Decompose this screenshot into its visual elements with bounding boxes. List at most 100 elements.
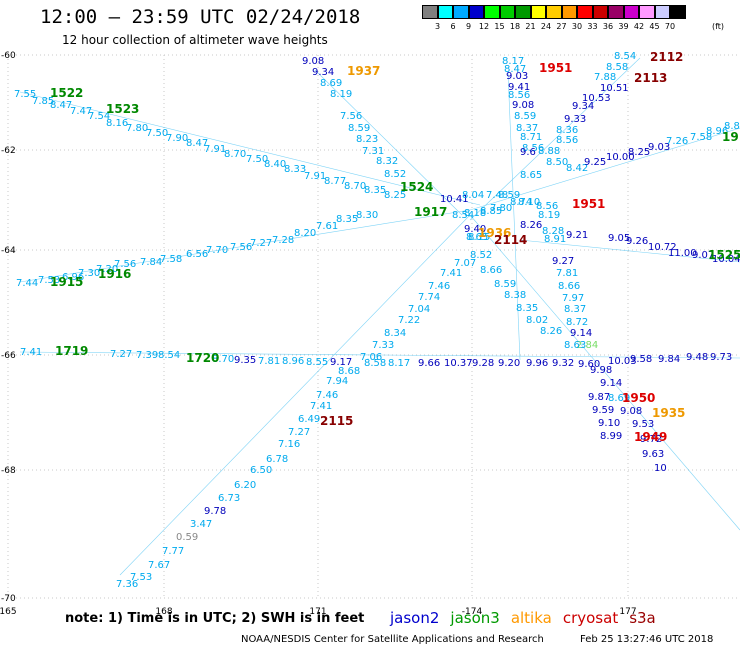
swh-reading: 8.25 [628,147,650,158]
pass-time-label: 2114 [494,233,527,247]
swh-reading: 8.56 [536,201,558,212]
swh-reading: 10.53 [582,93,611,104]
swh-reading: 8.18 [464,208,486,219]
pass-time-label: 1951 [539,61,572,75]
swh-reading: 8.20 [294,228,316,239]
swh-reading: 7.80 [126,123,148,134]
swh-reading: 8.72 [566,317,588,328]
swh-reading: 8.35 [364,185,386,196]
swh-reading: 9.59 [592,405,614,416]
pass-time-label: 1525 [708,248,740,262]
swh-reading: 9.58 [630,354,652,365]
swh-reading: 8.15 [468,232,490,243]
swh-reading: 7.81 [556,268,578,279]
swh-reading: 8.47 [504,64,526,75]
swh-reading: 7.54 [88,111,110,122]
swh-reading: 8.85 [480,206,502,217]
swh-reading: 11.00 [668,248,697,259]
color-bin-label: 21 [525,22,536,31]
color-bin-label: 39 [618,22,629,31]
pass-time-label: 1915 [50,275,83,289]
lat-label: -60 [1,51,16,61]
swh-reading: 7.94 [326,376,348,387]
swh-reading: 8.91 [544,234,566,245]
swh-reading: 3.47 [190,519,212,530]
color-bin-label: 70 [664,22,676,31]
color-bin [453,5,469,19]
swh-reading: 9.6 [520,147,536,158]
swh-reading: 8.10 [518,197,540,208]
swh-reading: 7.70 [206,245,228,256]
swh-reading: 8.17 [502,56,524,67]
swh-reading: 7.20 [96,264,118,275]
swh-reading: 9.05 [608,233,630,244]
pass-time-label: 1949 [634,430,667,444]
swh-reading: 9.73 [710,352,732,363]
color-bin-label: 15 [494,22,505,31]
pass-time-label: 1917 [414,205,447,219]
swh-reading: 10.41 [440,194,469,205]
swh-reading: 9.63 [642,449,664,460]
swh-reading: 8.30 [356,210,378,221]
color-bin [546,5,562,19]
swh-reading: 7.91 [304,171,326,182]
map-grid [7,54,740,599]
swh-reading: 8.59 [494,279,516,290]
swh-reading: 8.55 [306,357,328,368]
pass-time-label: 1950 [622,391,655,405]
color-bin-label: 6 [450,22,456,31]
color-unit-label: (ft) [711,22,725,31]
swh-reading: 9.32 [552,358,574,369]
swh-reading: 7.26 [666,136,688,147]
lat-label: -70 [1,594,16,604]
swh-reading: 7.27 [250,238,272,249]
swh-reading: 7.91 [204,144,226,155]
swh-reading: 8.65 [466,232,488,243]
pass-time-label: 1523 [106,102,139,116]
swh-reading: 9.48 [686,352,708,363]
swh-reading: 9.27 [552,256,574,267]
swh-reading: 8.25 [384,190,406,201]
swh-reading: 7.28 [272,235,294,246]
swh-reading: 8.50 [546,157,568,168]
swh-reading: 7.44 [16,278,38,289]
swh-reading: 7.39 [136,350,158,361]
swh-reading: 8.59 [498,190,520,201]
swh-reading: 7.47 [70,106,92,117]
swh-reading: 8.42 [566,163,588,174]
color-bin [608,5,624,19]
swh-reading: 9.34 [312,67,334,78]
swh-reading: 8.23 [356,134,378,145]
swh-reading: 9.08 [302,56,324,67]
swh-reading: 9.08 [620,406,642,417]
swh-reading: 9.41 [508,82,530,93]
swh-reading: 9.10 [598,418,620,429]
color-bin [654,5,670,19]
swh-reading: 8.56 [508,90,530,101]
satellite-tracks [19,57,740,576]
color-bin [468,5,484,19]
color-bin-label: 33 [587,22,598,31]
swh-reading: 9.03 [506,71,528,82]
pass-time-label: 2113 [634,71,667,85]
color-bin [592,5,608,19]
swh-reading: 7.41 [310,401,332,412]
color-bin-label: 45 [649,22,660,31]
swh-reading: 9.20 [498,358,520,369]
swh-reading: 8.59 [348,123,370,134]
swh-reading: 9.26 [626,236,648,247]
swh-reading: 8.74 [510,197,532,208]
swh-reading: 6.20 [234,480,256,491]
swh-reading: 8.54 [158,350,180,361]
color-bin [530,5,546,19]
swh-reading: 8.47 [50,100,72,111]
lon-label: 177 [619,607,636,617]
lat-label: -66 [1,351,16,361]
lon-label: 171 [309,607,326,617]
swh-reading: 10.51 [600,83,629,94]
color-bin-label: 36 [602,22,614,31]
swh-reading: 9.84 [658,354,680,365]
swh-reading: 8.26 [540,326,562,337]
swh-reading: 8.70 [212,354,234,365]
